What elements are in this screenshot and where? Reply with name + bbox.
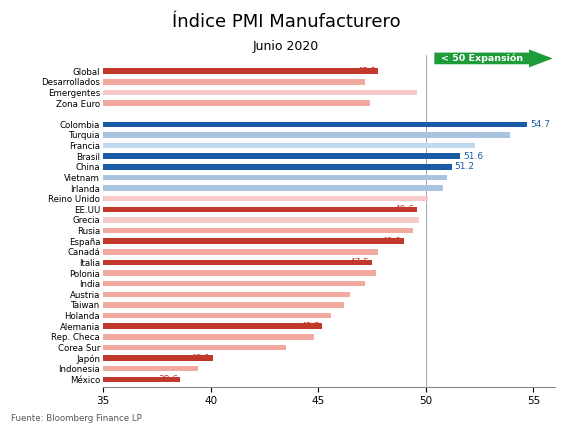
Bar xyxy=(103,196,428,201)
Text: 54.7: 54.7 xyxy=(530,120,550,129)
Text: Fuente: Bloomberg Finance LP: Fuente: Bloomberg Finance LP xyxy=(11,414,142,423)
Bar xyxy=(103,249,379,255)
Text: 49.6: 49.6 xyxy=(395,205,415,214)
Bar xyxy=(103,175,447,180)
Bar xyxy=(103,68,379,74)
Text: 38.6: 38.6 xyxy=(158,375,178,384)
Bar xyxy=(103,153,460,159)
Bar xyxy=(103,260,372,265)
Bar xyxy=(103,313,331,318)
Text: 47.5: 47.5 xyxy=(350,258,370,267)
Bar xyxy=(103,302,344,308)
Polygon shape xyxy=(434,49,553,68)
Bar xyxy=(103,345,286,350)
Bar xyxy=(103,238,404,244)
Bar xyxy=(103,281,366,286)
Bar xyxy=(103,90,417,95)
Bar xyxy=(103,334,314,340)
Text: Índice PMI Manufacturero: Índice PMI Manufacturero xyxy=(172,13,400,31)
Text: 45.2: 45.2 xyxy=(300,322,320,331)
Text: 51.2: 51.2 xyxy=(455,162,475,171)
Text: 49.0: 49.0 xyxy=(382,237,402,246)
Bar xyxy=(103,228,413,233)
Bar xyxy=(103,377,180,382)
Bar xyxy=(103,164,451,170)
Bar xyxy=(103,355,213,361)
Bar xyxy=(103,79,366,85)
Text: 47.8: 47.8 xyxy=(356,67,376,76)
Text: Junio 2020: Junio 2020 xyxy=(253,40,319,54)
Bar xyxy=(103,323,323,329)
Bar xyxy=(103,217,419,223)
Text: 51.6: 51.6 xyxy=(463,152,483,161)
Text: < 50 Expansión: < 50 Expansión xyxy=(440,54,523,63)
Bar xyxy=(103,366,198,371)
Bar xyxy=(103,122,527,127)
Bar xyxy=(103,100,370,106)
Bar xyxy=(103,270,376,276)
Bar xyxy=(103,132,510,138)
Text: 40.1: 40.1 xyxy=(190,354,210,363)
Bar xyxy=(103,143,475,148)
Bar xyxy=(103,292,351,297)
Bar xyxy=(103,207,417,212)
Bar xyxy=(103,185,443,191)
